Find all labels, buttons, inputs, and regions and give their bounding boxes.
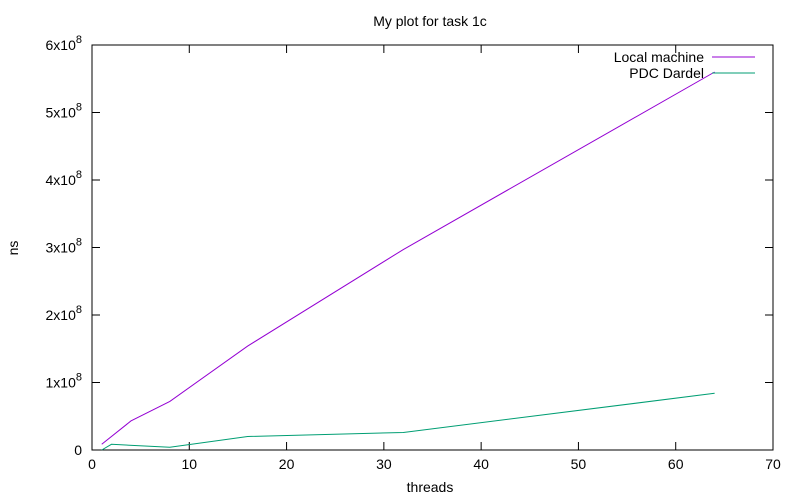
series-line-pdc-dardel	[101, 392, 715, 451]
y-tick-label-exponent: 8	[76, 237, 82, 249]
y-tick-label: 2x108	[46, 304, 82, 323]
y-tick-label: 6x108	[46, 34, 82, 53]
y-tick-label-base: 5x10	[46, 105, 77, 121]
x-tick-label: 20	[279, 456, 295, 472]
y-tick-label-exponent: 8	[76, 102, 82, 114]
y-tick-label-base: 3x10	[46, 240, 77, 256]
series-layer	[101, 71, 715, 451]
y-tick-label-base: 6x10	[46, 37, 77, 53]
x-tick-label: 10	[181, 456, 197, 472]
x-axis-label: threads	[407, 479, 454, 495]
chart-title: My plot for task 1c	[373, 13, 487, 29]
y-tick-label: 4x108	[46, 169, 82, 188]
y-tick-label-exponent: 8	[76, 34, 82, 46]
y-tick-label-base: 4x10	[46, 172, 77, 188]
y-tick-label-base: 2x10	[46, 307, 77, 323]
y-tick-label-exponent: 8	[76, 304, 82, 316]
y-tick-label-base: 0	[74, 442, 82, 458]
legend-label: PDC Dardel	[629, 65, 704, 81]
x-tick-label: 0	[88, 456, 96, 472]
x-tick-label: 30	[376, 456, 392, 472]
y-tick-label: 3x108	[46, 237, 82, 256]
series-line-local-machine	[101, 71, 715, 445]
y-tick-label-exponent: 8	[76, 169, 82, 181]
y-tick-label: 0	[74, 442, 82, 458]
y-tick-label: 5x108	[46, 102, 82, 121]
plot-frame	[91, 44, 774, 451]
x-axis: 0 10 20 30 40 50 60 70	[88, 45, 781, 472]
y-tick-label-base: 1x10	[46, 375, 77, 391]
x-tick-label: 60	[668, 456, 684, 472]
x-tick-label: 70	[765, 456, 781, 472]
y-axis-label: ns	[5, 241, 21, 256]
x-tick-label: 40	[473, 456, 489, 472]
y-tick-label-exponent: 8	[76, 372, 82, 384]
y-tick-label: 1x108	[46, 372, 82, 391]
x-tick-label: 50	[571, 456, 587, 472]
legend-label: Local machine	[614, 49, 704, 65]
